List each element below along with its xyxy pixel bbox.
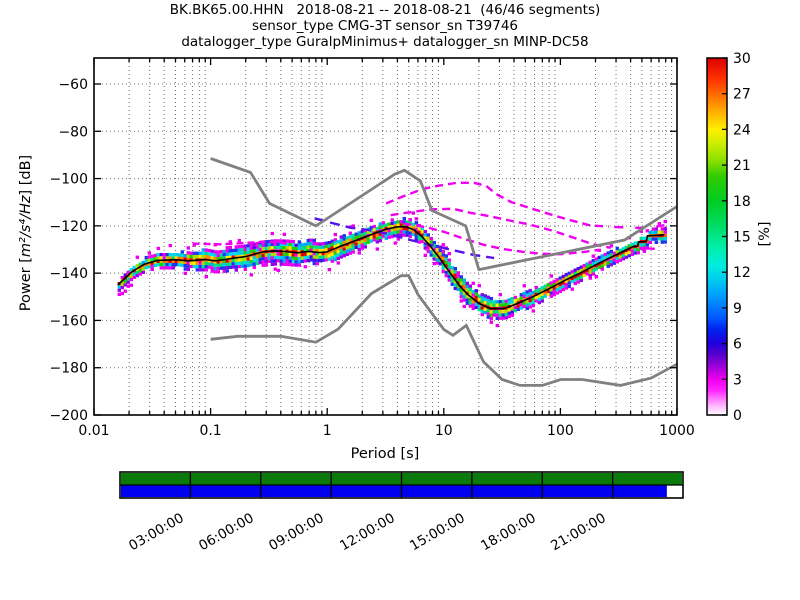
colorbar-tick-label: 6 — [733, 337, 742, 353]
y-axis-label: Power [m²/s⁴/Hz] [dB] — [18, 154, 34, 312]
noise-model-high-NHNM — [210, 157, 678, 272]
x-tick-label: 0.1 — [199, 423, 221, 439]
y-tick-label: −140 — [50, 266, 88, 282]
low-percentage-trace-left — [192, 240, 287, 246]
low-percentage-trace-right-upper — [614, 224, 665, 230]
colorbar-tick-label: 21 — [733, 158, 751, 174]
colorbar-tick-label: 24 — [733, 122, 751, 138]
tick-labels: 0.01 0.1 1 10 100 1000 −60 −80 −100 −120 −140 −160 −… — [50, 51, 751, 439]
x-tick-label: 1 — [323, 423, 332, 439]
colorbar-tick-label: 9 — [733, 301, 742, 317]
colorbar-tick-label: 30 — [733, 51, 751, 67]
y-tick-label: −160 — [50, 313, 88, 329]
colorbar-tick-label: 27 — [733, 87, 751, 103]
y-tick-label: −60 — [58, 77, 88, 93]
timeline-bar — [119, 471, 684, 499]
low-percentage-trace-right-lower — [645, 247, 659, 251]
y-tick-label: −200 — [50, 408, 88, 424]
y-tick-label: −180 — [50, 361, 88, 377]
mode — [117, 226, 665, 310]
colorbar-tick-label: 3 — [733, 372, 742, 388]
x-tick-label: 1000 — [659, 423, 695, 439]
chart-title: BK.BK65.00.HHN 2018-08-21 -- 2018-08-21 … — [169, 2, 601, 18]
y-axis-label-units: m²/s⁴/Hz — [18, 195, 34, 258]
axis-ticks — [93, 58, 678, 416]
y-tick-label: −120 — [50, 219, 88, 235]
x-tick-label: 100 — [547, 423, 574, 439]
low-percentage-trace-violet — [314, 217, 495, 260]
colorbar-gradient — [707, 58, 727, 415]
colorbar-tick-label: 12 — [733, 265, 751, 281]
y-tick-label: −100 — [50, 172, 88, 188]
ppsd-histogram-band — [117, 211, 667, 328]
colorbar-tick-label: 0 — [733, 408, 742, 424]
axes-frame — [93, 57, 678, 416]
x-axis-label: Period [s] — [350, 446, 420, 462]
x-tick-label: 10 — [435, 423, 453, 439]
low-percentage-trace-2 — [390, 207, 611, 249]
low-percentage-trace-1 — [385, 181, 609, 228]
timeline-row-data-availability — [121, 485, 667, 497]
chart-subtitle-sensor: sensor_type CMG-3T sensor_sn T39746 — [251, 18, 519, 34]
chart-subtitle-datalogger: datalogger_type GuralpMinimus+ datalogge… — [181, 34, 589, 50]
colorbar-label: [%] — [757, 221, 773, 247]
colorbar-tick-label: 18 — [733, 194, 751, 210]
noise-model-low-NLNM — [210, 274, 678, 387]
colorbar-tick-label: 15 — [733, 230, 751, 246]
y-tick-label: −80 — [58, 124, 88, 140]
colorbar-ticks — [722, 57, 727, 416]
x-tick-label: 0.01 — [78, 423, 109, 439]
